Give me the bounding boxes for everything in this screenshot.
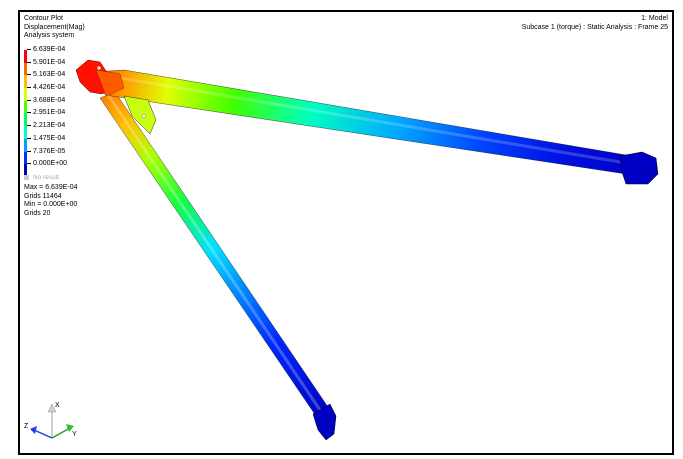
y-axis-arrow-icon: [66, 424, 74, 432]
legend-swatch: [24, 50, 27, 63]
legend-tick: [27, 87, 31, 89]
legend-swatch: [24, 151, 27, 165]
contour-stats: Max = 6.639E-04 Grids 11464 Min = 0.000E…: [24, 184, 78, 218]
legend-swatch: [24, 113, 27, 127]
plot-title: Contour Plot: [24, 15, 63, 22]
legend-tick: [27, 74, 31, 76]
no-result-swatch: [24, 174, 29, 180]
no-result-label: No result: [33, 174, 60, 181]
legend-value: 4.426E-04: [33, 84, 66, 92]
legend-value: 2.213E-04: [33, 122, 66, 130]
legend-swatch: [24, 126, 27, 139]
min-value: Min = 0.000E+00: [24, 201, 78, 209]
legend-swatch: [24, 88, 27, 101]
model-contour[interactable]: [20, 12, 672, 453]
legend-tick: [27, 163, 31, 165]
plot-info: Contour Plot Displacement(Mag) Analysis …: [24, 15, 85, 41]
axis-triad[interactable]: X Y Z: [22, 398, 82, 450]
y-axis-label: Y: [72, 431, 77, 438]
legend-tick: [27, 125, 31, 127]
legend-tick: [27, 49, 31, 50]
legend-swatch: [24, 62, 27, 76]
analysis-system: Analysis system: [24, 32, 75, 40]
model-info: 1: Model Subcase 1 (torque) : Static Ana…: [522, 15, 668, 32]
legend-value: 2.951E-04: [33, 109, 66, 117]
bracket-plate[interactable]: [123, 95, 157, 135]
legend-value: 7.376E-05: [33, 147, 66, 155]
legend-tick: [27, 150, 31, 152]
legend-value: 6.639E-04: [33, 46, 66, 53]
legend-tick: [27, 137, 31, 139]
legend-value: 1.475E-04: [33, 134, 66, 142]
graphics-viewport[interactable]: Contour Plot Displacement(Mag) Analysis …: [18, 10, 674, 455]
subcase-label: Subcase 1 (torque) : Static Analysis : F…: [521, 23, 668, 31]
lower-arm[interactable]: [99, 91, 337, 441]
upper-arm[interactable]: [91, 69, 659, 185]
z-axis-label: Z: [24, 423, 29, 430]
legend-value: 3.688E-04: [33, 96, 66, 104]
max-grids: Grids 11464: [24, 192, 62, 200]
legend-swatch: [24, 75, 27, 89]
legend-swatch: [24, 100, 27, 114]
legend-value: 0.000E+00: [33, 160, 68, 168]
x-axis-label: X: [55, 402, 60, 409]
legend-swatch: [24, 138, 27, 152]
legend-tick: [27, 99, 31, 101]
no-result-entry: No result: [24, 174, 59, 181]
legend-tick: [27, 112, 31, 114]
model-label: 1: Model: [641, 15, 668, 22]
x-axis-arrow-icon: [47, 403, 57, 413]
z-axis-arrow-icon: [30, 426, 37, 434]
legend-tick: [27, 61, 31, 63]
legend-swatch: [24, 164, 27, 177]
legend-value: 5.901E-04: [33, 58, 66, 66]
legend-value: 5.163E-04: [33, 71, 66, 79]
joint-hub[interactable]: [75, 59, 125, 97]
max-value: Max = 6.639E-04: [24, 184, 78, 191]
z-axis-line: [33, 429, 53, 439]
result-type: Displacement(Mag): [24, 23, 85, 31]
min-grids: Grids 20: [24, 209, 51, 217]
y-axis-line: [51, 427, 71, 439]
